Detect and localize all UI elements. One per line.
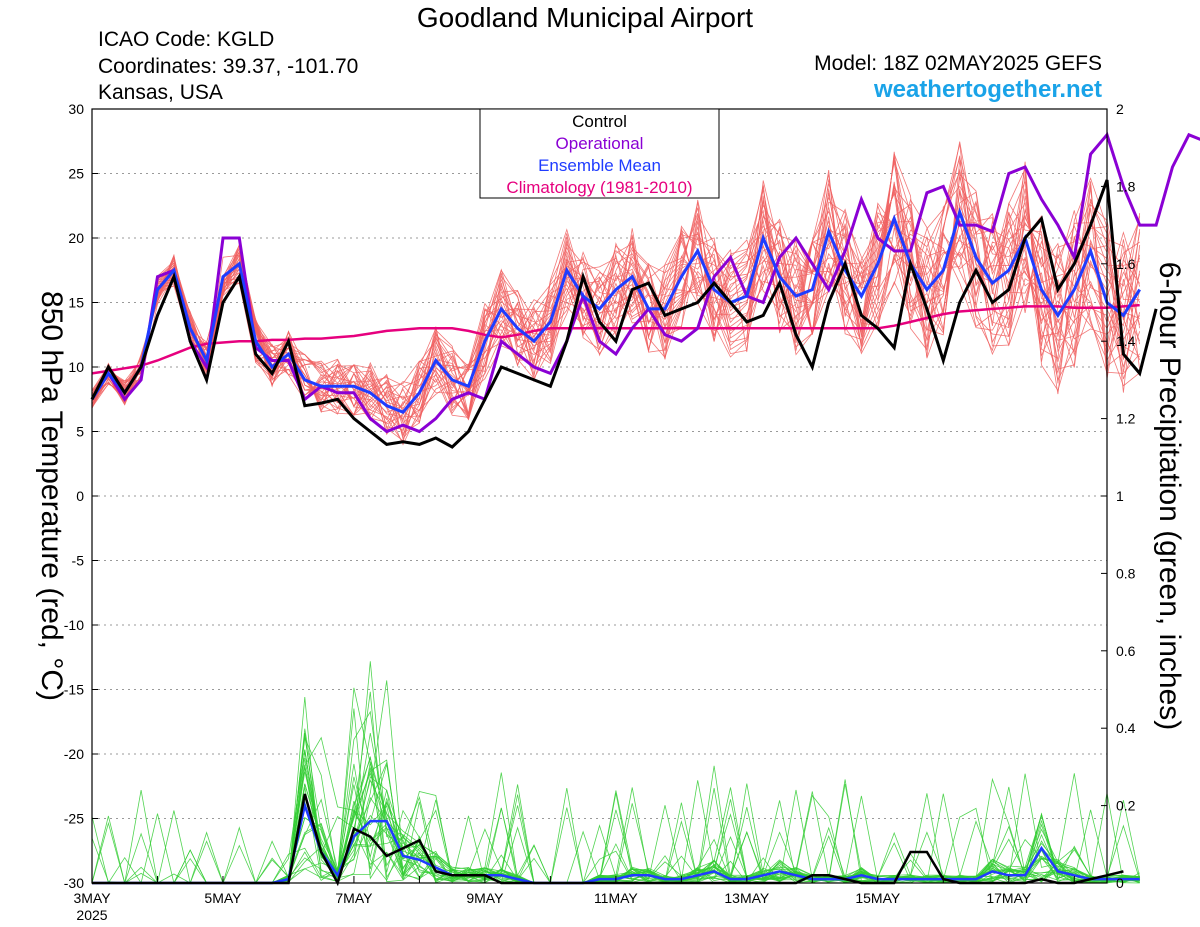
- climatology-line: [91, 303, 1140, 375]
- left-tick-label: 15: [68, 295, 84, 311]
- left-tick-label: 0: [76, 488, 84, 504]
- right-tick-label: 0.8: [1116, 565, 1136, 581]
- coordinates: Coordinates: 39.37, -101.70: [98, 55, 359, 78]
- operational-temp-line: [90, 131, 1200, 434]
- legend-entry: Climatology (1981-2010): [506, 178, 692, 197]
- precip-member-line: [92, 680, 1140, 884]
- precip-member-line: [91, 751, 1141, 884]
- right-axis-label: 6-hour Precipitation (green, inches): [1153, 262, 1186, 731]
- precip-member-line: [92, 773, 1140, 884]
- legend: Control Operational Ensemble Mean Climatolo…: [479, 108, 720, 199]
- right-tick-label: 0.2: [1116, 798, 1136, 814]
- legend-entry: Ensemble Mean: [538, 156, 661, 175]
- legend-box: [479, 108, 720, 199]
- axes: 302520151050-5-10-15-20-25-3021.81.61.41…: [35, 101, 1186, 923]
- precip-member-lines: [91, 661, 1141, 885]
- precip-member-line: [92, 758, 1140, 884]
- x-tick-label: 9MAY: [466, 890, 504, 906]
- right-tick-label: 2: [1116, 101, 1124, 117]
- precip-member-line: [91, 696, 1140, 885]
- precip-member-line: [92, 661, 1140, 884]
- temperature-member-line: [91, 190, 1141, 408]
- right-tick-label: 1: [1116, 488, 1124, 504]
- site-link[interactable]: weathertogether.net: [873, 76, 1102, 103]
- left-tick-label: -30: [64, 875, 84, 891]
- temperature-member-line: [91, 167, 1141, 421]
- right-tick-label: 1.8: [1116, 178, 1136, 194]
- precip-member-line: [92, 691, 1140, 884]
- left-tick-label: 25: [68, 166, 84, 182]
- precip-member-line: [92, 764, 1140, 884]
- x-tick-label: 15MAY: [855, 890, 901, 906]
- left-tick-label: 30: [68, 101, 84, 117]
- temperature-member-line: [91, 184, 1141, 423]
- control-temp-line: [90, 179, 1158, 449]
- left-tick-label: 10: [68, 359, 84, 375]
- precip-member-line: [92, 756, 1140, 884]
- right-tick-label: 1.6: [1116, 256, 1136, 272]
- precip-member-line: [92, 766, 1140, 884]
- temperature-member-line: [91, 162, 1141, 424]
- temperature-member-line: [91, 153, 1141, 412]
- left-tick-label: -15: [64, 682, 84, 698]
- x-tick-label: 13MAY: [724, 890, 770, 906]
- left-tick-label: -20: [64, 746, 84, 762]
- x-tick-label: 17MAY: [986, 890, 1032, 906]
- legend-entry: Operational: [556, 134, 644, 153]
- precip-member-line: [91, 687, 1140, 884]
- precip-member-line: [92, 773, 1140, 884]
- precip-member-line: [92, 771, 1140, 884]
- right-tick-label: 1.2: [1116, 411, 1136, 427]
- x-tick-label: 5MAY: [204, 890, 242, 906]
- x-tick-label: 7MAY: [335, 890, 373, 906]
- precip-member-line: [92, 756, 1140, 884]
- left-tick-label: -25: [64, 811, 84, 827]
- mean-temp-line: [90, 207, 1141, 414]
- left-axis-label: 850 hPa Temperature (red, °C): [35, 291, 68, 701]
- precip-member-line: [92, 710, 1140, 884]
- precip-member-line: [92, 708, 1140, 884]
- model-run: Model: 18Z 02MAY2025 GEFS: [814, 52, 1102, 75]
- icao-code: ICAO Code: KGLD: [98, 28, 275, 51]
- temperature-member-line: [91, 188, 1141, 413]
- right-tick-label: 1.4: [1116, 333, 1136, 349]
- precip-member-line: [92, 749, 1140, 885]
- left-tick-label: 20: [68, 230, 84, 246]
- left-tick-label: 5: [76, 424, 84, 440]
- chart-title: Goodland Municipal Airport: [416, 2, 754, 33]
- precip-member-line: [92, 761, 1140, 884]
- precip-member-line: [92, 765, 1140, 884]
- precip-member-line: [92, 763, 1140, 884]
- location: Kansas, USA: [98, 81, 223, 104]
- temperature-member-line: [91, 188, 1140, 418]
- legend-entry: Control: [572, 112, 627, 131]
- right-tick-label: 0: [1116, 875, 1124, 891]
- left-tick-label: -5: [72, 553, 85, 569]
- x-tick-sublabel: 2025: [76, 907, 107, 923]
- x-tick-label: 3MAY: [73, 890, 111, 906]
- temperature-member-line: [91, 157, 1141, 425]
- right-tick-label: 0.6: [1116, 643, 1136, 659]
- x-tick-label: 11MAY: [594, 890, 638, 906]
- left-tick-label: -10: [64, 617, 84, 633]
- right-tick-label: 0.4: [1116, 720, 1136, 736]
- precip-member-line: [92, 759, 1140, 884]
